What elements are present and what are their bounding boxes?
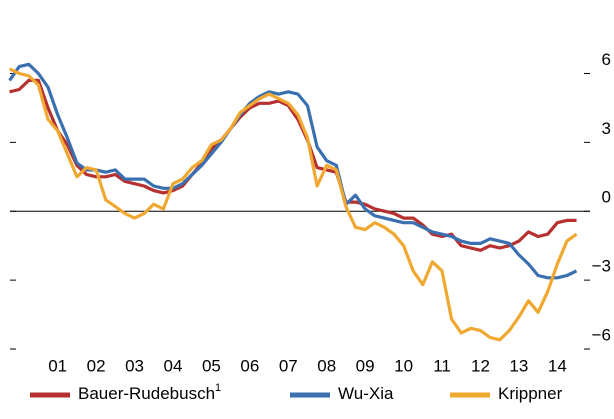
- x-tick-label: 10: [394, 356, 413, 375]
- x-tick-label: 11: [433, 356, 451, 375]
- legend-name: Wu-Xia: [338, 384, 394, 403]
- x-tick-label: 14: [548, 356, 567, 375]
- y-tick-label: −6: [592, 325, 611, 344]
- y-tick-label: 3: [602, 119, 611, 138]
- x-tick-label: 07: [279, 356, 298, 375]
- x-tick-label: 04: [164, 356, 183, 375]
- x-tick-label: 02: [87, 356, 106, 375]
- legend-name: Krippner: [498, 384, 563, 403]
- legend-label: Bauer-Rudebusch1: [78, 382, 221, 404]
- x-tick-label: 09: [356, 356, 375, 375]
- x-tick-label: 05: [202, 356, 221, 375]
- legend-label: Wu-Xia: [338, 384, 394, 403]
- x-tick-label: 01: [48, 356, 67, 375]
- y-tick-label: −3: [592, 257, 611, 276]
- x-tick-label: 03: [125, 356, 144, 375]
- legend-footnote: 1: [215, 382, 221, 394]
- legend-label: Krippner: [498, 384, 563, 403]
- legend-name: Bauer-Rudebusch: [78, 384, 215, 403]
- x-tick-label: 12: [471, 356, 490, 375]
- series-line: [8, 67, 578, 342]
- x-tick-label: 08: [317, 356, 336, 375]
- x-tick-label: 13: [509, 356, 528, 375]
- x-tick-label: 06: [240, 356, 259, 375]
- series-line: [9, 78, 577, 252]
- y-tick-label: 6: [602, 50, 611, 69]
- y-tick-label: 0: [602, 188, 611, 207]
- series-line: [8, 62, 578, 280]
